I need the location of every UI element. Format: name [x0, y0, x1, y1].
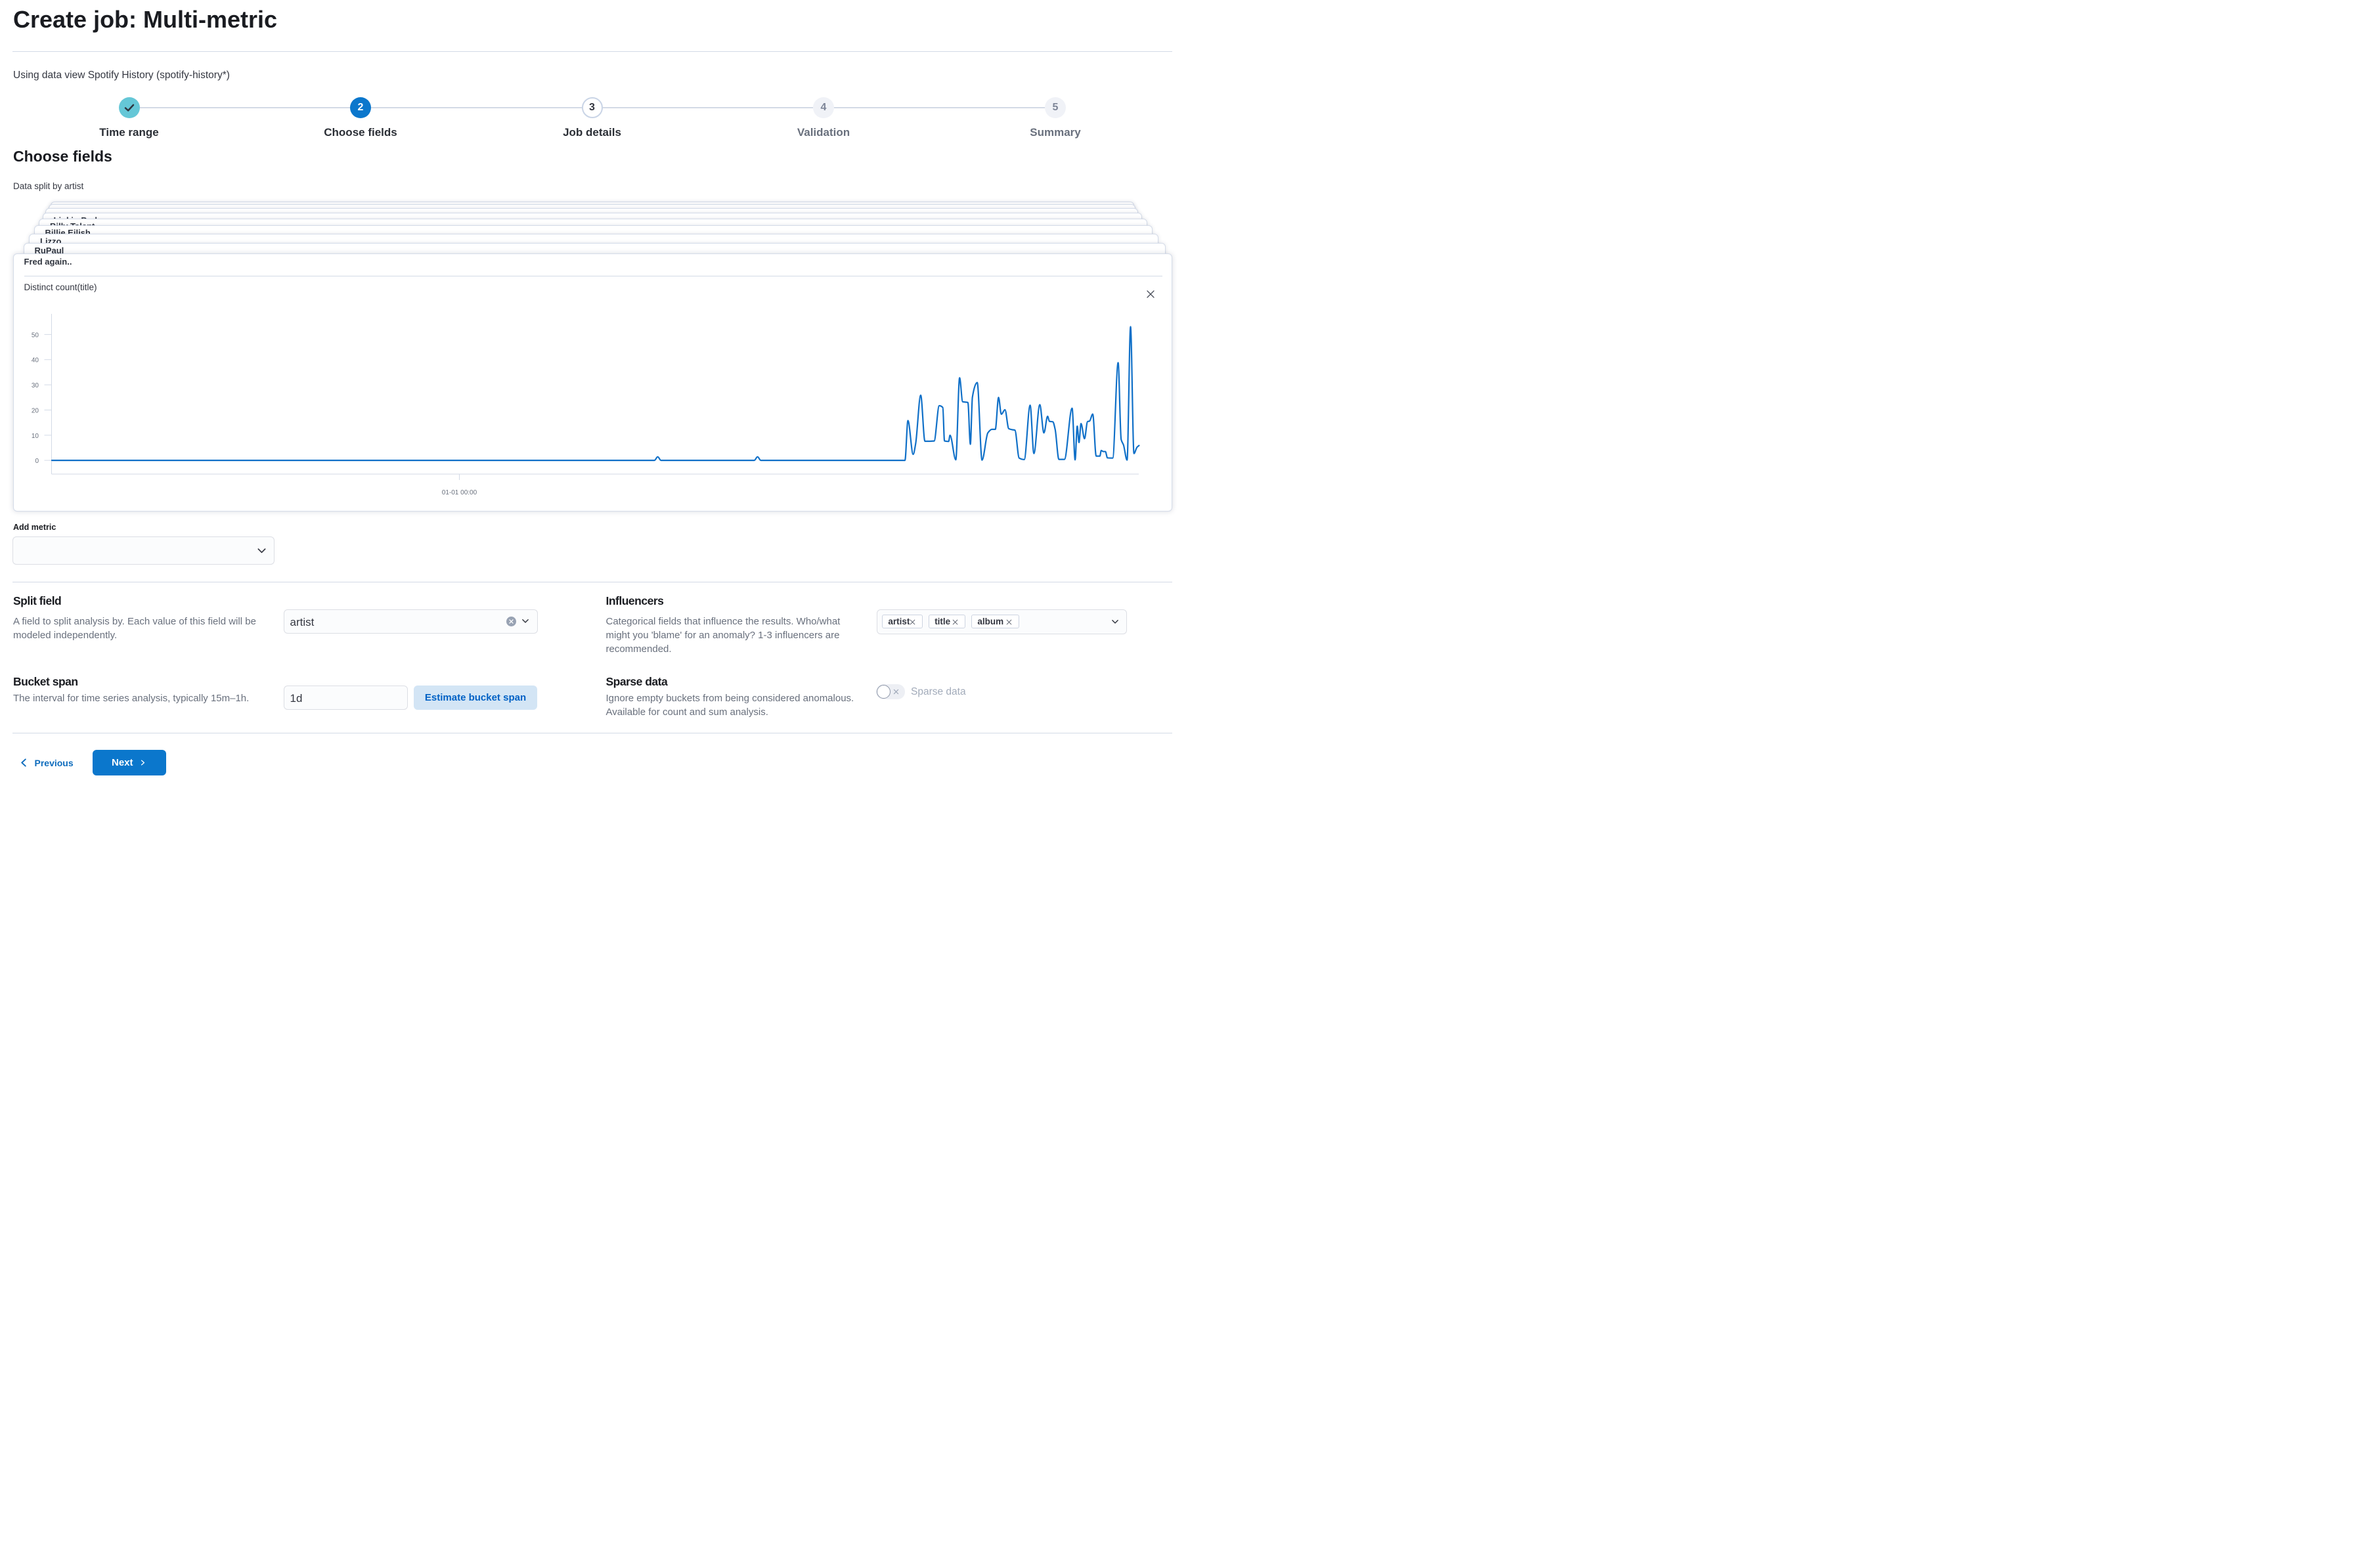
svg-text:30: 30 — [32, 382, 39, 389]
svg-text:40: 40 — [32, 357, 39, 364]
svg-text:50: 50 — [32, 332, 39, 339]
svg-text:20: 20 — [32, 407, 39, 414]
svg-text:01-01 00:00: 01-01 00:00 — [442, 489, 477, 496]
svg-text:0: 0 — [35, 458, 39, 465]
svg-text:10: 10 — [32, 433, 39, 440]
